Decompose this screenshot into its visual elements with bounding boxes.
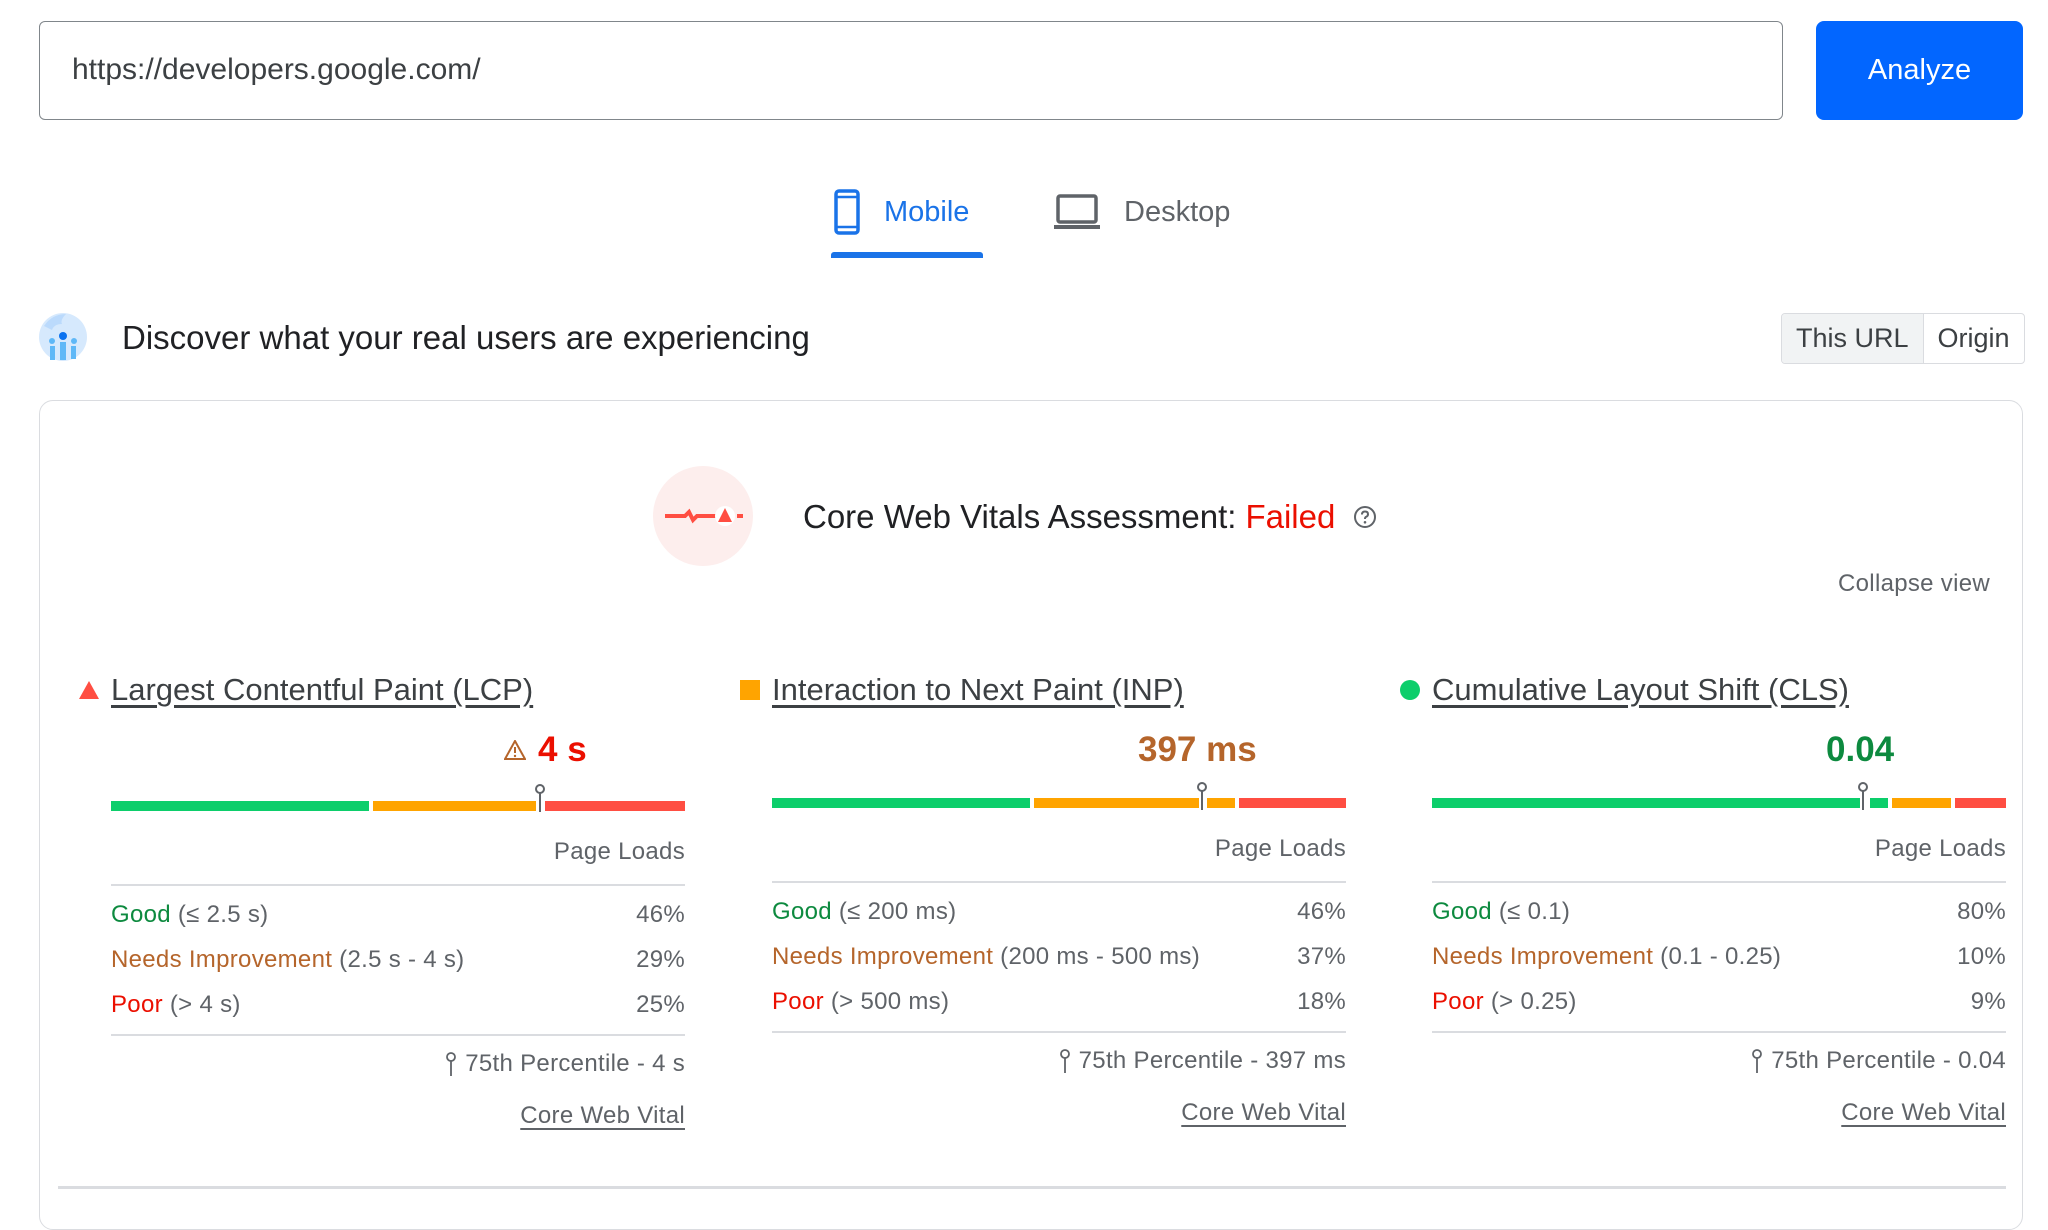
divider [111, 1034, 685, 1036]
field-data-title: Discover what your real users are experi… [122, 319, 810, 356]
divider [111, 884, 685, 886]
metric-cls: Cumulative Layout Shift (CLS) 0.04 Page … [1400, 668, 2006, 1188]
percentile-pin-icon [1059, 1049, 1070, 1073]
collapse-view-button[interactable]: Collapse view [1838, 570, 1990, 597]
distribution-row-poor: Poor (> 0.25) 9% [1432, 988, 2006, 1015]
percentile-label: 75th Percentile - 4 s [445, 1050, 685, 1078]
warning-icon [504, 740, 526, 760]
percentile-pin-icon [534, 784, 546, 812]
distribution-label: Page Loads [553, 838, 685, 865]
metric-value-text: 0.04 [1826, 730, 1895, 769]
distribution-label: Page Loads [1874, 835, 2006, 862]
percentile-label: 75th Percentile - 397 ms [1059, 1047, 1346, 1075]
metric-value-text: 4 s [538, 730, 587, 769]
tab-mobile[interactable]: Mobile [834, 182, 969, 242]
distribution-row-poor: Poor (> 4 s) 25% [111, 991, 685, 1018]
divider [1432, 881, 2006, 883]
distribution-bar [1432, 798, 2006, 808]
distribution-row-good: Good (≤ 0.1) 80% [1432, 898, 2006, 925]
scope-toggle: This URL Origin [1781, 313, 2025, 364]
metric-value-text: 397 ms [1138, 730, 1257, 769]
poor-triangle-icon [79, 681, 111, 699]
needs-improvement-square-icon [740, 680, 772, 700]
distribution-row-good: Good (≤ 2.5 s) 46% [111, 901, 685, 928]
divider [772, 881, 1346, 883]
help-icon[interactable] [1353, 505, 1377, 529]
core-web-vital-link[interactable]: Core Web Vital [520, 1102, 685, 1129]
tab-desktop-label: Desktop [1124, 195, 1231, 228]
smartphone-icon [834, 189, 860, 235]
analyze-button[interactable]: Analyze [1816, 21, 2023, 120]
tab-mobile-label: Mobile [884, 195, 970, 228]
distribution-row-good: Good (≤ 200 ms) 46% [772, 898, 1346, 925]
assessment-failed-icon [653, 466, 753, 566]
metric-value: 0.04 [1826, 728, 1894, 772]
percentile-label: 75th Percentile - 0.04 [1751, 1047, 2006, 1075]
metric-title-link[interactable]: Interaction to Next Paint (INP) [772, 672, 1184, 707]
section-divider [58, 1186, 2006, 1189]
scope-origin-button[interactable]: Origin [1937, 323, 2010, 353]
metric-title-link[interactable]: Largest Contentful Paint (LCP) [111, 672, 534, 707]
distribution-bar [772, 798, 1346, 808]
metric-value: 397 ms [1138, 728, 1257, 772]
distribution-row-needs-improvement: Needs Improvement (200 ms - 500 ms) 37% [772, 943, 1346, 970]
percentile-pin-icon [1196, 782, 1208, 810]
scope-this-url-button[interactable]: This URL [1782, 314, 1924, 363]
percentile-pin-icon [1752, 1049, 1763, 1073]
percentile-pin-icon [446, 1052, 457, 1076]
distribution-label: Page Loads [1214, 835, 1346, 862]
distribution-row-poor: Poor (> 500 ms) 18% [772, 988, 1346, 1015]
distribution-bar [111, 801, 685, 811]
core-web-vital-link[interactable]: Core Web Vital [1181, 1099, 1346, 1126]
tab-desktop[interactable]: Desktop [1054, 182, 1230, 242]
metric-title-link[interactable]: Cumulative Layout Shift (CLS) [1432, 672, 1849, 707]
laptop-icon [1054, 194, 1100, 230]
good-circle-icon [1400, 680, 1432, 700]
distribution-row-needs-improvement: Needs Improvement (2.5 s - 4 s) 29% [111, 946, 685, 973]
active-tab-indicator [831, 252, 983, 258]
assessment-heading: Core Web Vitals Assessment: Failed [803, 495, 1377, 539]
distribution-row-needs-improvement: Needs Improvement (0.1 - 0.25) 10% [1432, 943, 2006, 970]
url-input[interactable] [72, 22, 1752, 118]
core-web-vital-link[interactable]: Core Web Vital [1841, 1099, 2006, 1126]
metric-inp: Interaction to Next Paint (INP) 397 ms P… [740, 668, 1346, 1188]
metric-lcp: Largest Contentful Paint (LCP) 4 s Page … [79, 668, 685, 1188]
metric-value: 4 s [504, 728, 587, 772]
percentile-pin-icon [1857, 782, 1869, 810]
url-input-field[interactable] [39, 21, 1783, 120]
divider [772, 1031, 1346, 1033]
assessment-status: Failed [1245, 498, 1336, 535]
divider [1432, 1031, 2006, 1033]
assessment-label: Core Web Vitals Assessment: [803, 498, 1237, 535]
real-users-icon [38, 312, 88, 362]
